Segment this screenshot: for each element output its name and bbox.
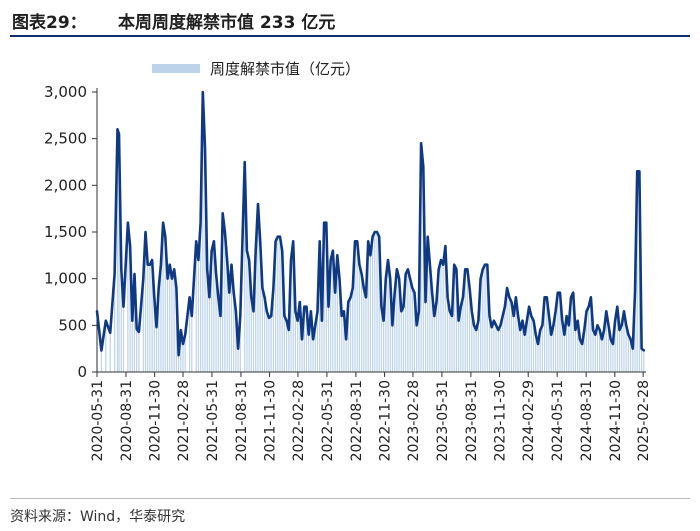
legend-label: 周度解禁市值（亿元） bbox=[210, 60, 360, 78]
legend: 周度解禁市值（亿元） bbox=[152, 60, 360, 78]
y-tick-label: 500 bbox=[58, 316, 87, 334]
y-axis: 0 500 1,000 1,500 2,000 2,500 3,000 bbox=[44, 83, 98, 381]
footer-rule bbox=[10, 498, 690, 499]
x-tick-label: 2024-05-31 bbox=[550, 380, 566, 461]
x-tick-label: 2025-02-28 bbox=[636, 380, 652, 461]
x-tick-label: 2020-08-31 bbox=[119, 380, 135, 461]
y-tick-label: 1,000 bbox=[44, 270, 87, 288]
x-tick-label: 2024-08-31 bbox=[579, 380, 595, 461]
line-chart: 0 500 1,000 1,500 2,000 2,500 3,000 2020-05-31… bbox=[44, 60, 652, 461]
x-tick-label: 2023-05-31 bbox=[435, 380, 451, 461]
x-tick-label: 2022-05-31 bbox=[320, 380, 336, 461]
x-tick-label: 2021-02-28 bbox=[176, 380, 192, 461]
x-tick-label: 2021-08-31 bbox=[234, 380, 250, 461]
header: 图表29： 本周周度解禁市值 233 亿元 bbox=[10, 4, 690, 34]
x-tick-label: 2023-08-31 bbox=[464, 380, 480, 461]
x-tick-label: 2023-11-30 bbox=[493, 380, 509, 461]
x-axis: 2020-05-31 2020-08-31 2020-11-30 2021-02-28… bbox=[90, 371, 652, 461]
x-tick-label: 2023-02-28 bbox=[406, 380, 422, 461]
chart-title: 本周周度解禁市值 233 亿元 bbox=[118, 13, 336, 33]
y-tick-label: 0 bbox=[77, 363, 87, 381]
figure-label: 图表29： bbox=[12, 13, 87, 33]
x-tick-label: 2022-11-30 bbox=[378, 380, 394, 461]
x-tick-label: 2020-11-30 bbox=[148, 380, 164, 461]
x-tick-label: 2021-11-30 bbox=[263, 380, 279, 461]
x-tick-label: 2024-02-29 bbox=[521, 380, 537, 461]
x-tick-label: 2020-05-31 bbox=[90, 380, 106, 461]
y-tick-label: 1,500 bbox=[44, 223, 87, 241]
x-tick-label: 2022-02-28 bbox=[291, 380, 307, 461]
y-tick-label: 2,500 bbox=[44, 130, 87, 148]
series-line bbox=[95, 90, 646, 357]
legend-swatch bbox=[152, 64, 200, 73]
y-tick-label: 2,000 bbox=[44, 176, 87, 194]
x-tick-label: 2021-05-31 bbox=[205, 380, 221, 461]
y-tick-label: 3,000 bbox=[44, 83, 87, 101]
x-tick-label: 2024-11-30 bbox=[608, 380, 624, 461]
source-note: 资料来源：Wind，华泰研究 bbox=[10, 509, 186, 525]
header-rule bbox=[10, 35, 690, 37]
x-tick-label: 2022-08-31 bbox=[349, 380, 365, 461]
